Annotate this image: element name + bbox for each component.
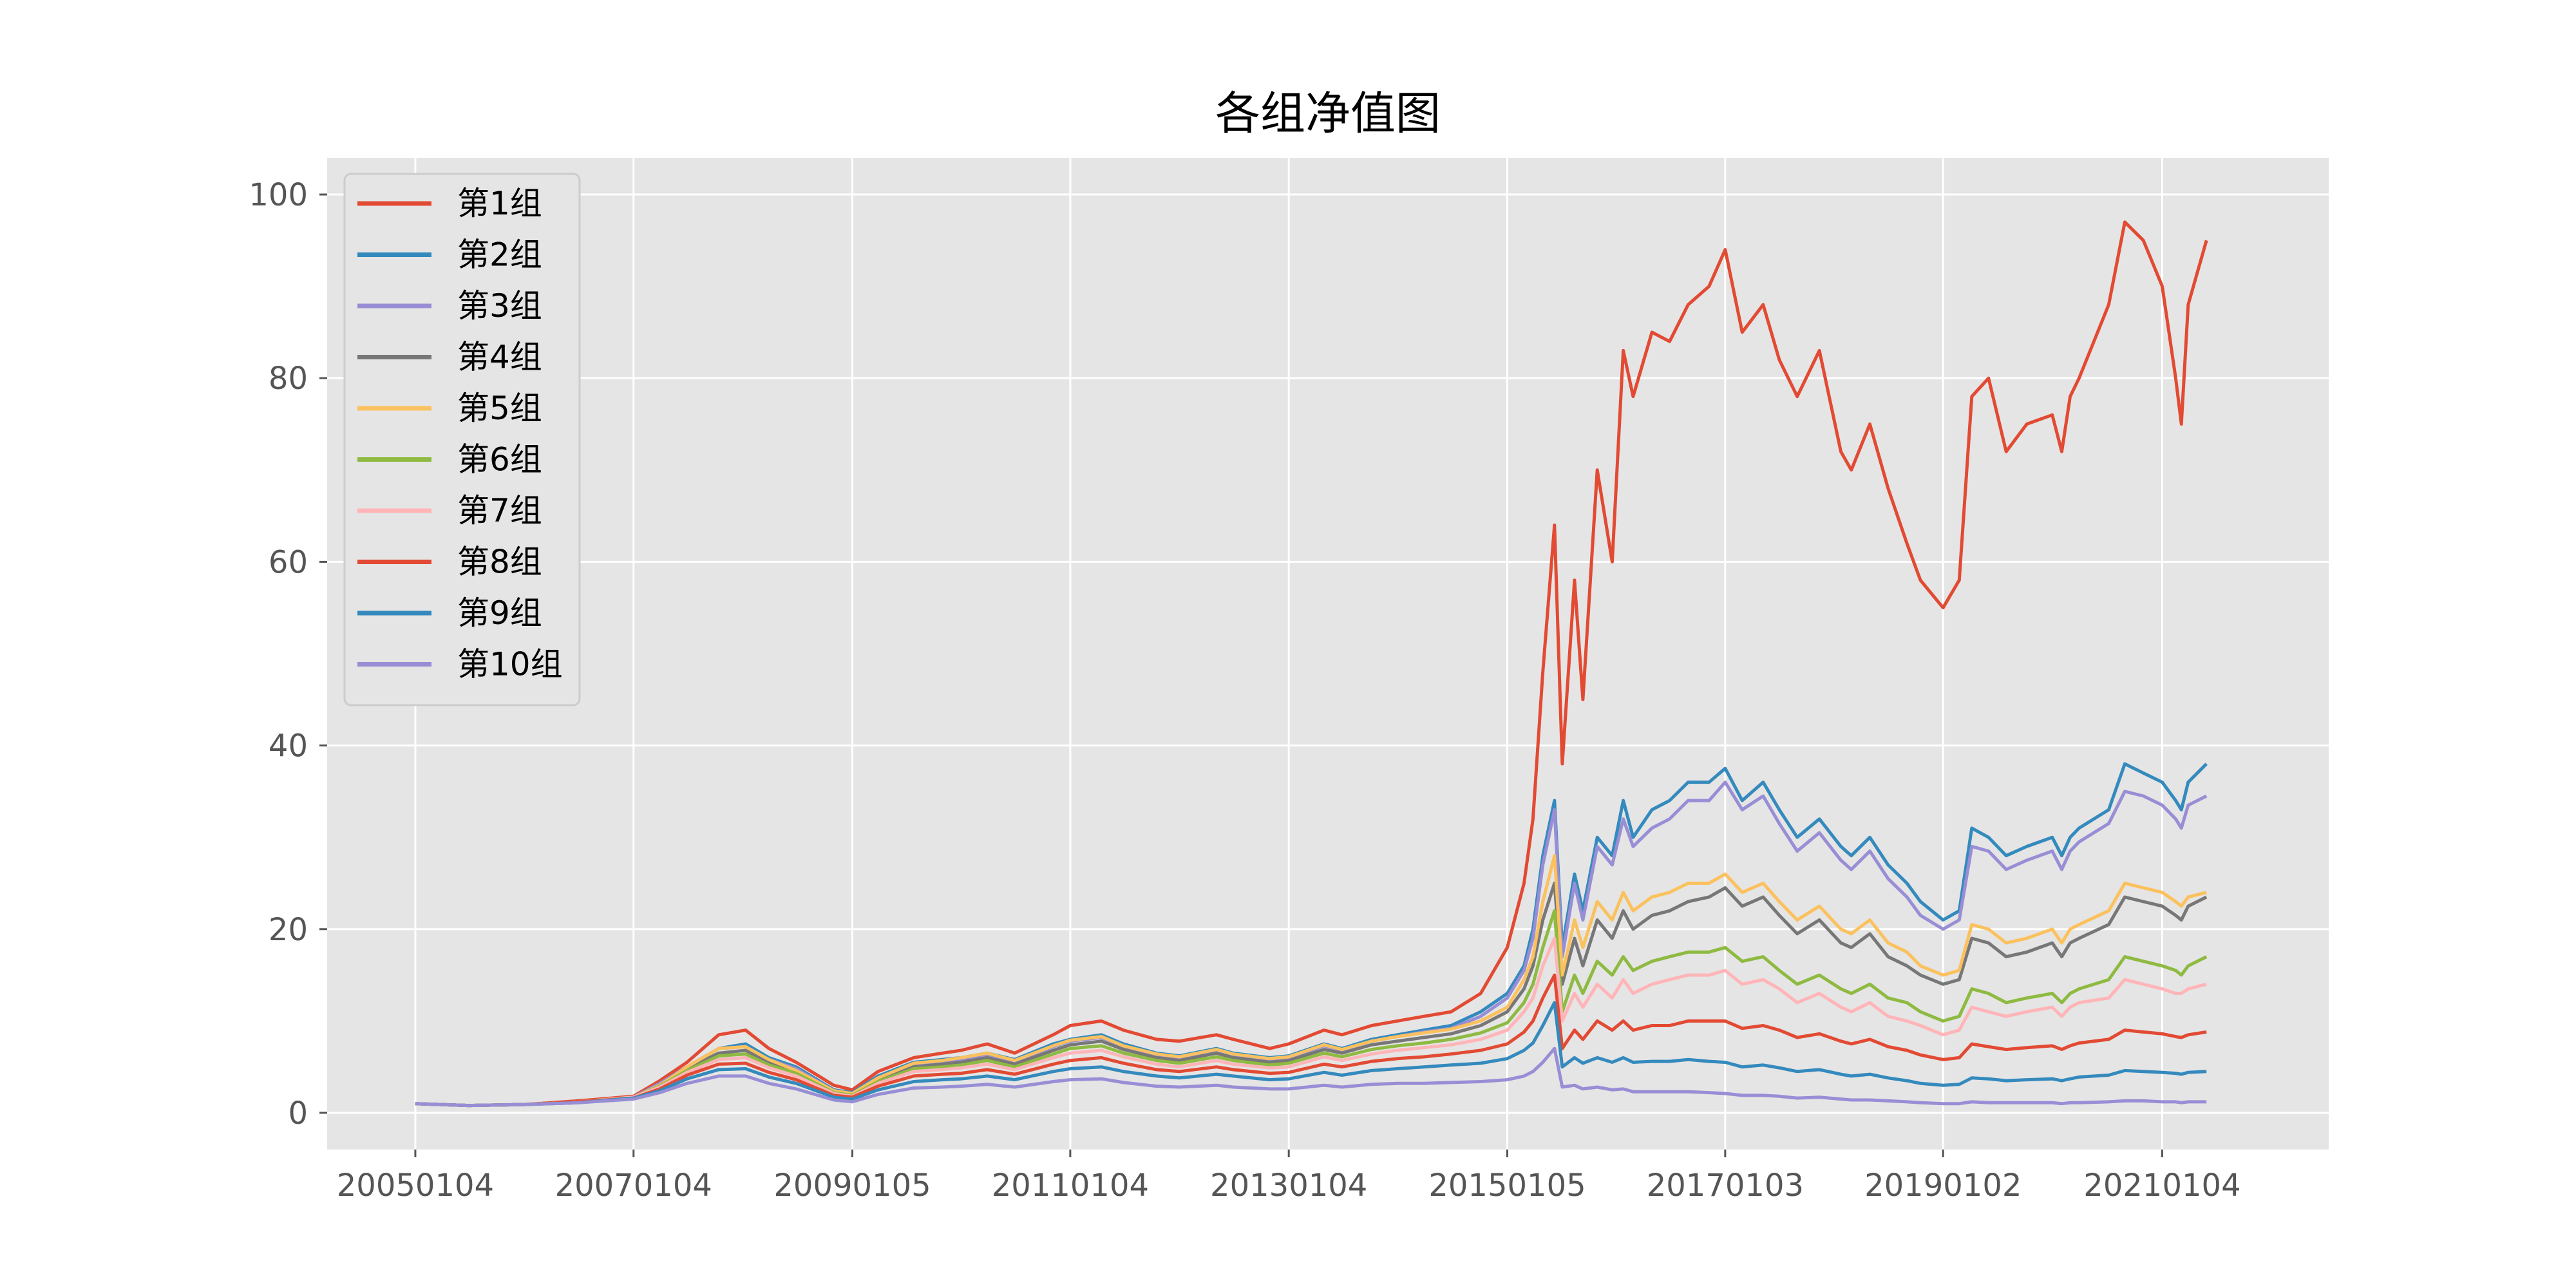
series-group [415, 220, 2208, 1108]
y-tick-label: 60 [269, 544, 308, 580]
y-axis: 0 20 40 60 80 100 [249, 177, 327, 1132]
x-axis: 20050104 20070104 20090105 20110104 20130104… [337, 1150, 2241, 1204]
x-tick-label: 20190102 [1864, 1168, 2022, 1204]
legend-label: 第2组 [457, 236, 542, 274]
legend-label: 第1组 [457, 185, 542, 222]
y-tick-label: 40 [269, 728, 308, 764]
legend-label: 第7组 [457, 492, 542, 529]
grid [327, 158, 2329, 1150]
series-line-9 [415, 1001, 2207, 1108]
legend-label: 第3组 [457, 287, 542, 325]
y-tick-label: 20 [269, 912, 308, 948]
legend-label: 第9组 [457, 594, 542, 632]
chart-title: 各组净值图 [1215, 87, 1441, 140]
y-tick-label: 100 [249, 177, 308, 213]
x-tick-label: 20170103 [1647, 1168, 1804, 1204]
x-tick-label: 20130104 [1210, 1168, 1367, 1204]
legend-label: 第5组 [457, 390, 542, 427]
x-tick-label: 20070104 [555, 1168, 712, 1204]
series-line-8 [415, 973, 2207, 1108]
legend-label: 第10组 [457, 646, 563, 683]
x-tick-label: 20110104 [992, 1168, 1149, 1204]
series-line-5 [415, 854, 2207, 1108]
x-tick-label: 20210104 [2083, 1168, 2240, 1204]
y-tick-label: 80 [269, 361, 308, 397]
x-tick-label: 20050104 [337, 1168, 494, 1204]
legend-label: 第4组 [457, 339, 542, 376]
series-line-1 [415, 220, 2208, 1108]
plot-area [327, 158, 2329, 1150]
x-tick-label: 20090105 [773, 1168, 931, 1204]
legend-label: 第6组 [457, 441, 542, 478]
y-tick-label: 0 [288, 1095, 308, 1132]
x-tick-label: 20150105 [1428, 1168, 1586, 1204]
legend-label: 第8组 [457, 544, 542, 581]
series-line-7 [415, 936, 2207, 1108]
series-line-10 [415, 1046, 2207, 1108]
series-line-6 [415, 909, 2208, 1108]
